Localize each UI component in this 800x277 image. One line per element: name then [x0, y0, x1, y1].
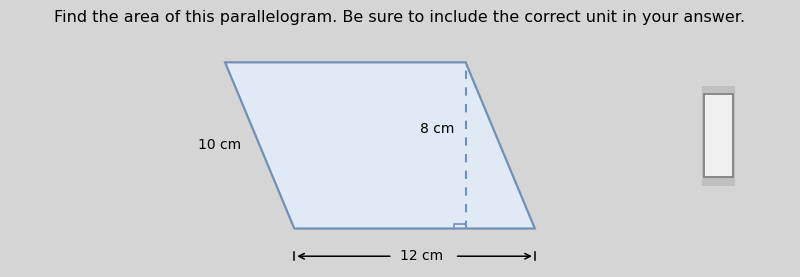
Text: 8 cm: 8 cm: [420, 122, 454, 136]
Text: Find the area of this parallelogram. Be sure to include the correct unit in your: Find the area of this parallelogram. Be …: [54, 10, 746, 25]
Polygon shape: [225, 62, 535, 229]
Bar: [702, 86, 735, 186]
Text: 10 cm: 10 cm: [198, 138, 242, 152]
Text: 12 cm: 12 cm: [400, 249, 443, 263]
Bar: [704, 94, 733, 177]
